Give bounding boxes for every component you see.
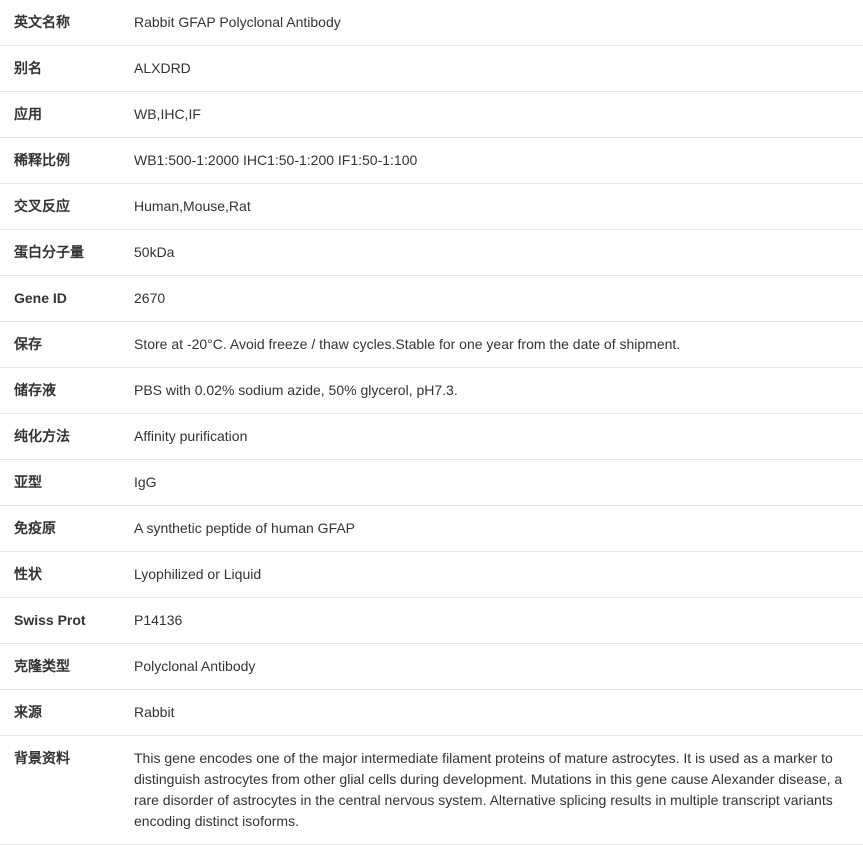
row-value: Rabbit (120, 690, 863, 736)
table-row: 性状 Lyophilized or Liquid (0, 552, 863, 598)
row-value: Lyophilized or Liquid (120, 552, 863, 598)
row-value: Rabbit GFAP Polyclonal Antibody (120, 0, 863, 46)
table-row: 交叉反应 Human,Mouse,Rat (0, 184, 863, 230)
row-label: 别名 (0, 46, 120, 92)
table-row: 英文名称 Rabbit GFAP Polyclonal Antibody (0, 0, 863, 46)
table-row: 来源 Rabbit (0, 690, 863, 736)
table-row: Swiss Prot P14136 (0, 598, 863, 644)
table-row: 别名 ALXDRD (0, 46, 863, 92)
row-value: WB,IHC,IF (120, 92, 863, 138)
row-label: 纯化方法 (0, 414, 120, 460)
row-value: WB1:500-1:2000 IHC1:50-1:200 IF1:50-1:10… (120, 138, 863, 184)
row-value: 50kDa (120, 230, 863, 276)
row-label: 保存 (0, 322, 120, 368)
row-label: 克隆类型 (0, 644, 120, 690)
table-row: 克隆类型 Polyclonal Antibody (0, 644, 863, 690)
table-row: 储存液 PBS with 0.02% sodium azide, 50% gly… (0, 368, 863, 414)
row-value: A synthetic peptide of human GFAP (120, 506, 863, 552)
row-value: ALXDRD (120, 46, 863, 92)
row-label: 稀释比例 (0, 138, 120, 184)
table-row: 背景资料 This gene encodes one of the major … (0, 736, 863, 845)
row-value: 2670 (120, 276, 863, 322)
row-value: P14136 (120, 598, 863, 644)
table-row: 蛋白分子量 50kDa (0, 230, 863, 276)
row-value: Store at -20°C. Avoid freeze / thaw cycl… (120, 322, 863, 368)
table-row: 亚型 IgG (0, 460, 863, 506)
row-label: 亚型 (0, 460, 120, 506)
row-label: 英文名称 (0, 0, 120, 46)
row-label: 性状 (0, 552, 120, 598)
row-label: 交叉反应 (0, 184, 120, 230)
row-label: 背景资料 (0, 736, 120, 845)
row-value: IgG (120, 460, 863, 506)
table-row: Gene ID 2670 (0, 276, 863, 322)
row-value: Human,Mouse,Rat (120, 184, 863, 230)
row-value: Affinity purification (120, 414, 863, 460)
row-value: Polyclonal Antibody (120, 644, 863, 690)
row-label: Swiss Prot (0, 598, 120, 644)
row-label: 免疫原 (0, 506, 120, 552)
spec-table: 英文名称 Rabbit GFAP Polyclonal Antibody 别名 … (0, 0, 863, 845)
row-value: This gene encodes one of the major inter… (120, 736, 863, 845)
row-value: PBS with 0.02% sodium azide, 50% glycero… (120, 368, 863, 414)
table-row: 免疫原 A synthetic peptide of human GFAP (0, 506, 863, 552)
row-label: 应用 (0, 92, 120, 138)
table-row: 纯化方法 Affinity purification (0, 414, 863, 460)
table-row: 应用 WB,IHC,IF (0, 92, 863, 138)
table-row: 稀释比例 WB1:500-1:2000 IHC1:50-1:200 IF1:50… (0, 138, 863, 184)
table-row: 保存 Store at -20°C. Avoid freeze / thaw c… (0, 322, 863, 368)
row-label: 蛋白分子量 (0, 230, 120, 276)
spec-table-body: 英文名称 Rabbit GFAP Polyclonal Antibody 别名 … (0, 0, 863, 845)
row-label: 来源 (0, 690, 120, 736)
row-label: 储存液 (0, 368, 120, 414)
row-label: Gene ID (0, 276, 120, 322)
